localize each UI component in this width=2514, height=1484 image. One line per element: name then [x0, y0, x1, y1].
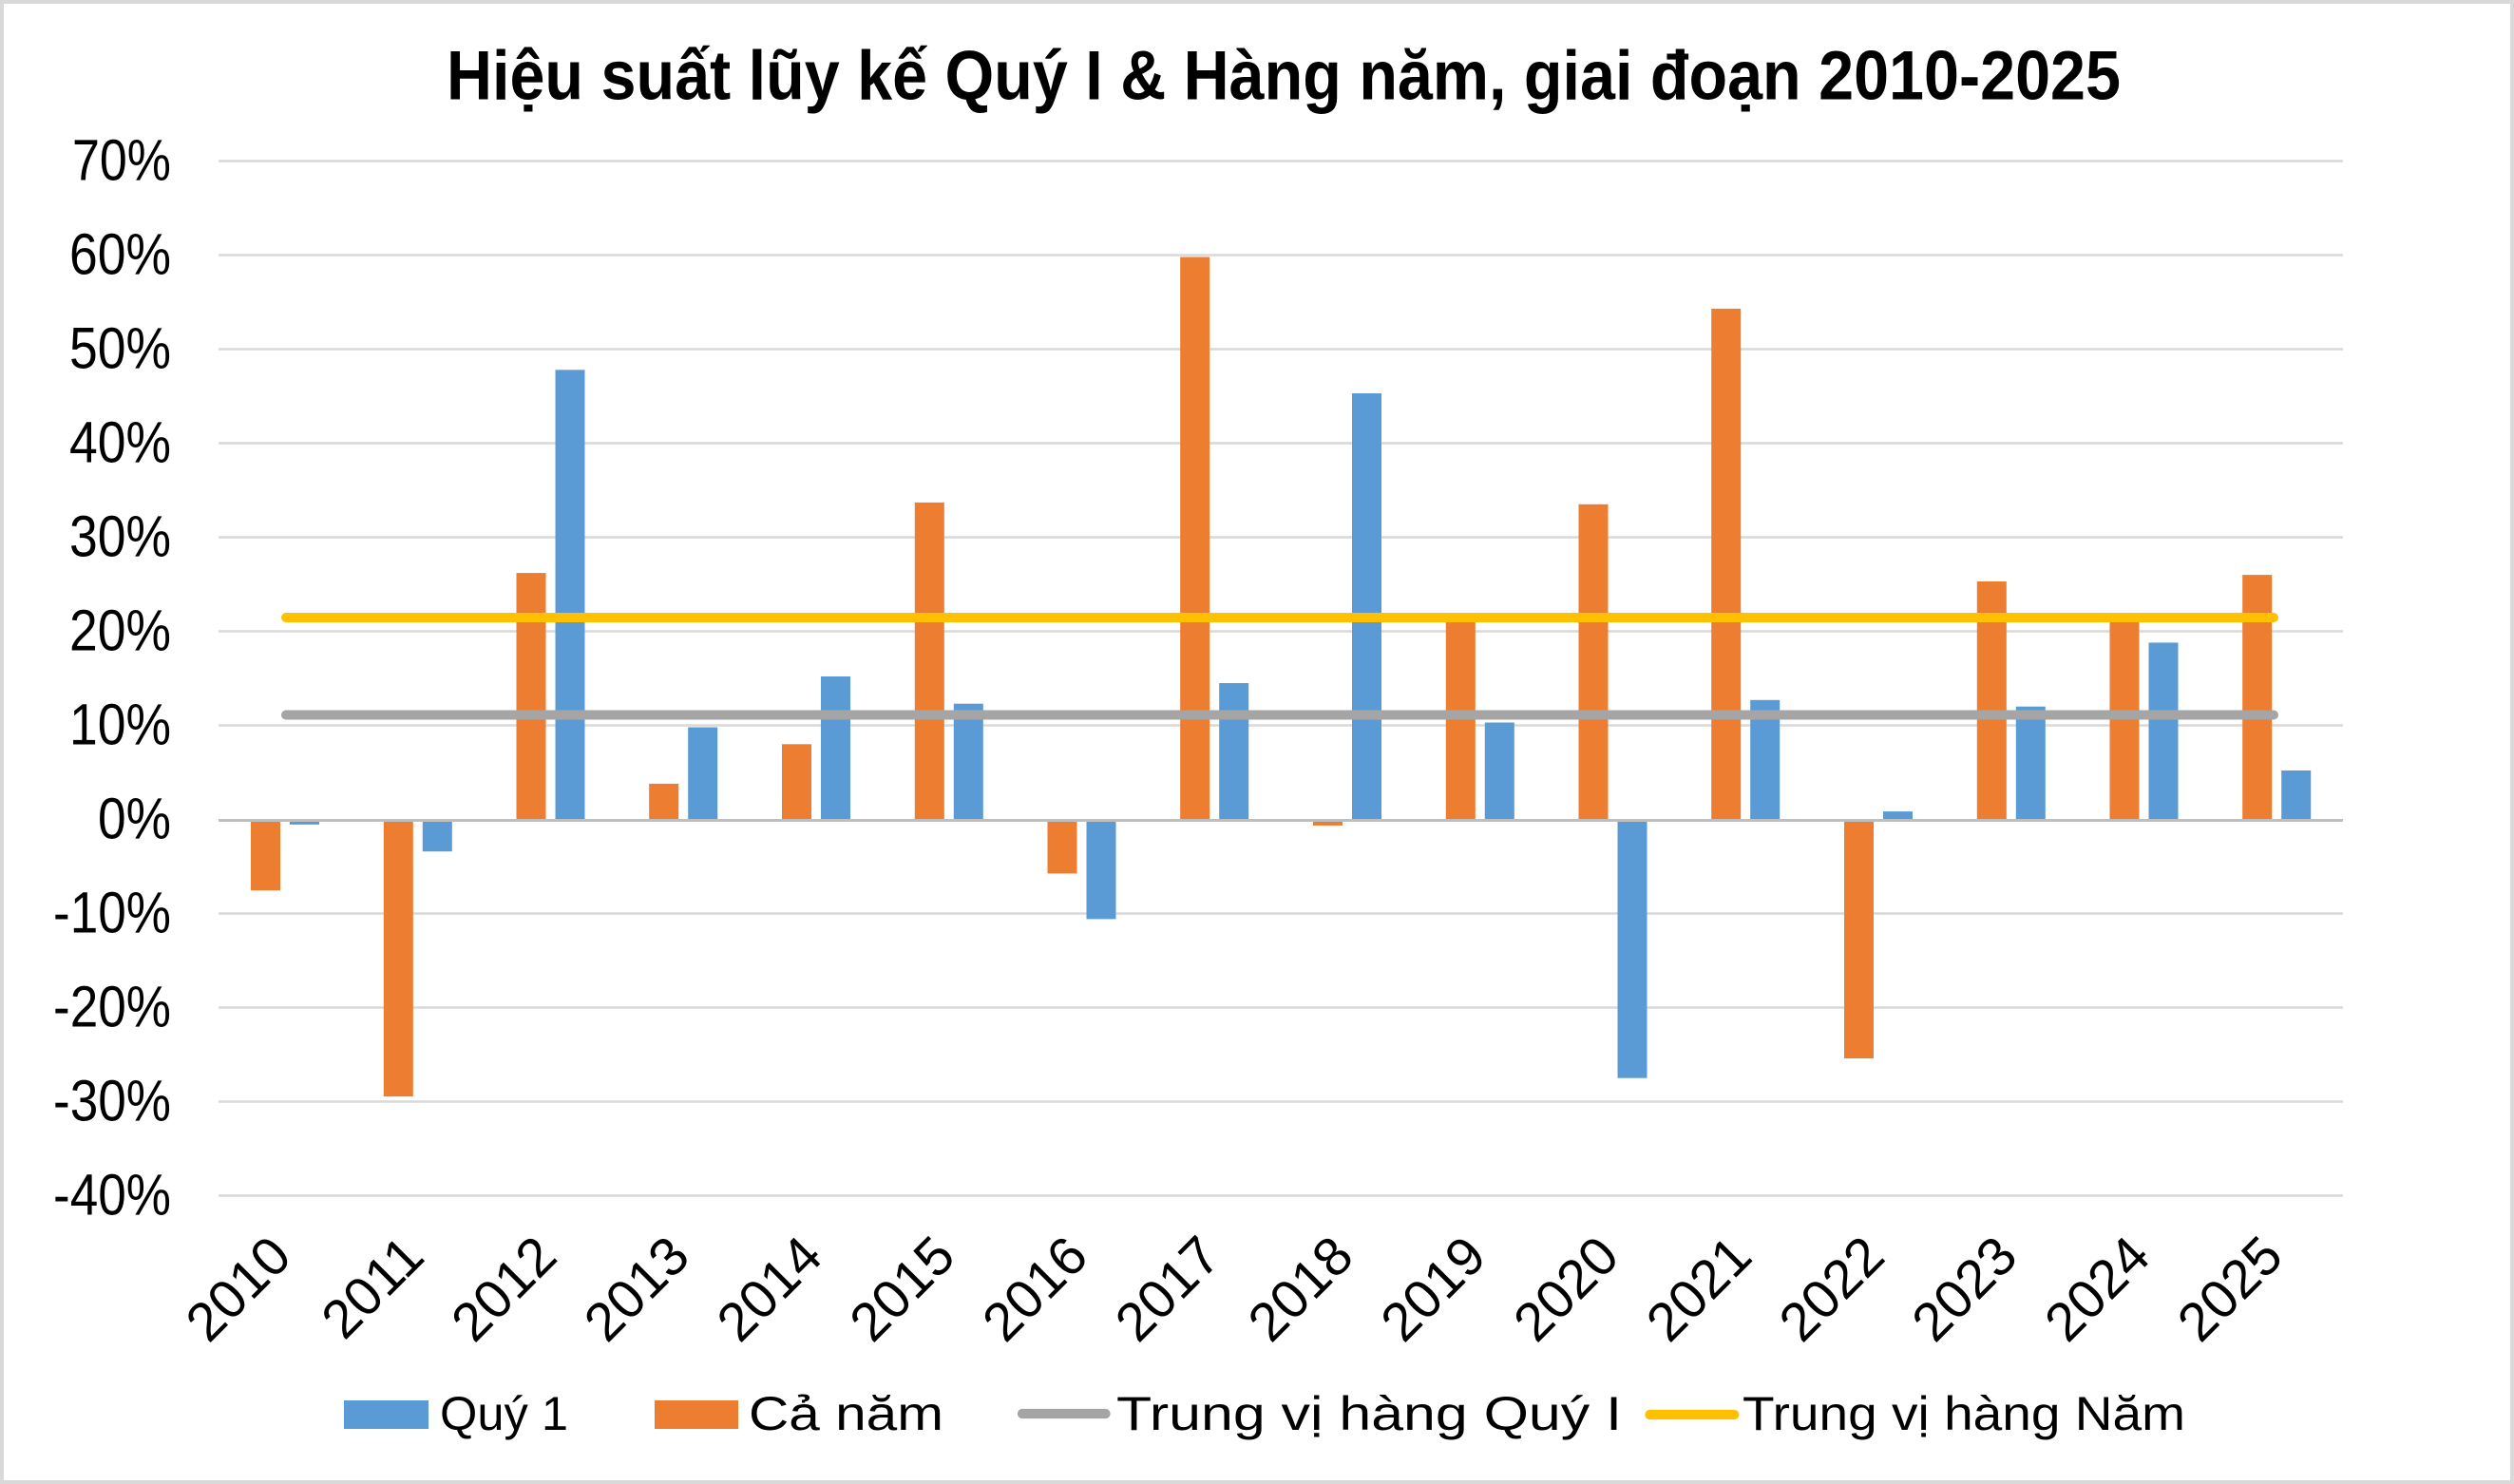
svg-text:50%: 50%	[69, 316, 171, 381]
svg-text:Cả năm: Cả năm	[749, 1387, 943, 1440]
svg-text:0%: 0%	[98, 787, 171, 851]
svg-text:Quý 1: Quý 1	[440, 1387, 568, 1440]
svg-text:-40%: -40%	[53, 1163, 171, 1227]
svg-text:-30%: -30%	[53, 1069, 171, 1133]
svg-text:70%: 70%	[72, 128, 171, 193]
svg-text:30%: 30%	[69, 504, 171, 569]
svg-text:Hiệu suất lũy kế Quý I & Hàng: Hiệu suất lũy kế Quý I & Hàng năm, giai …	[447, 38, 2121, 115]
svg-text:20%: 20%	[69, 599, 171, 663]
svg-text:40%: 40%	[69, 410, 171, 475]
svg-text:60%: 60%	[69, 222, 171, 287]
svg-text:-10%: -10%	[53, 881, 171, 945]
svg-text:10%: 10%	[69, 693, 171, 757]
svg-text:Trung vị hàng Quý I: Trung vị hàng Quý I	[1116, 1387, 1622, 1440]
svg-text:Trung vị hàng Năm: Trung vị hàng Năm	[1743, 1387, 2185, 1440]
svg-text:-20%: -20%	[53, 975, 171, 1039]
